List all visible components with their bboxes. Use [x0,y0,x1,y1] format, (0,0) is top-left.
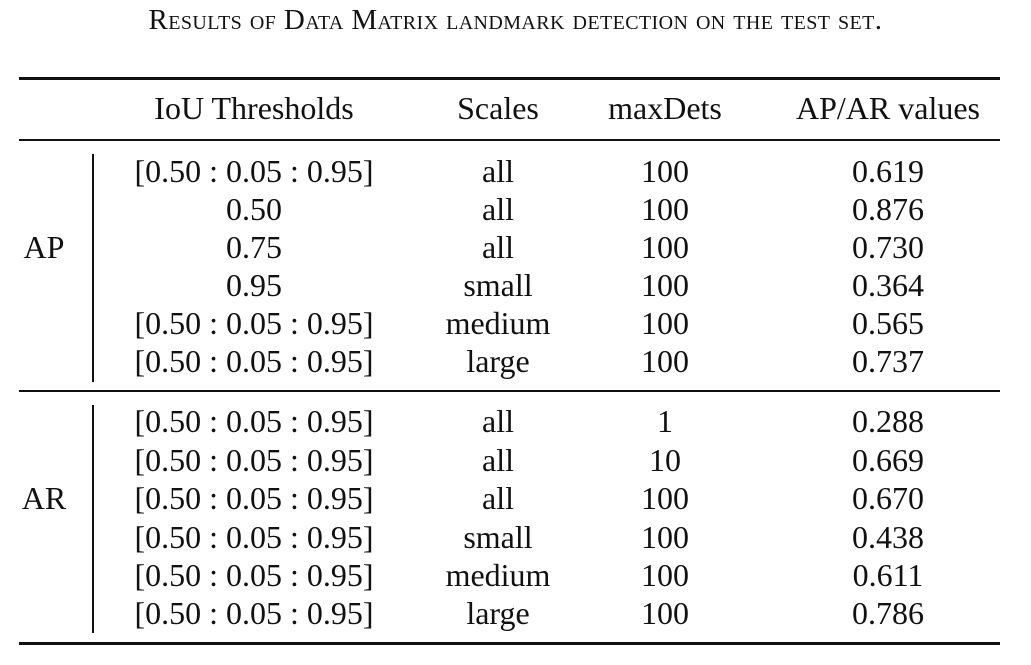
scale-cell: all [482,442,514,478]
group-separator-rule [19,390,1000,392]
scale-cell: all [482,403,514,439]
maxdets-cell: 100 [641,267,689,303]
scale-cell: all [482,191,514,227]
maxdets-cell: 100 [641,305,689,341]
value-cell: 0.876 [852,191,924,227]
iou-cell: 0.95 [226,267,282,303]
iou-cell: [0.50 : 0.05 : 0.95] [134,153,374,189]
ar-group-bracket [92,405,94,633]
scale-cell: medium [445,557,551,593]
caption-part-3: landmark detection on the test set. [446,4,883,36]
scale-cell: small [463,267,533,303]
scale-cell: small [463,519,533,555]
caption-part-2: Data Matrix [283,4,439,36]
ar-group-label: AR [21,480,67,516]
value-cell: 0.619 [852,153,924,189]
value-cell: 0.669 [852,442,924,478]
iou-cell: [0.50 : 0.05 : 0.95] [134,480,374,516]
scale-cell: medium [445,305,551,341]
iou-cell: [0.50 : 0.05 : 0.95] [134,442,374,478]
bottom-rule [19,642,1000,645]
value-cell: 0.737 [852,343,924,379]
iou-cell: [0.50 : 0.05 : 0.95] [134,305,374,341]
maxdets-cell: 100 [641,480,689,516]
maxdets-cell: 100 [641,557,689,593]
header-iou-thresholds: IoU Thresholds [154,90,354,126]
value-cell: 0.438 [852,519,924,555]
ap-group-label: AP [23,229,65,265]
value-cell: 0.730 [852,229,924,265]
value-cell: 0.670 [852,480,924,516]
maxdets-cell: 1 [657,403,673,439]
table-caption: Results of Data Matrix landmark detectio… [0,4,1031,37]
iou-cell: 0.50 [226,191,282,227]
maxdets-cell: 10 [649,442,681,478]
iou-cell: [0.50 : 0.05 : 0.95] [134,595,374,631]
iou-cell: [0.50 : 0.05 : 0.95] [134,343,374,379]
header-ap-ar-values: AP/AR values [796,90,980,126]
header-scales: Scales [457,90,539,126]
ap-group-bracket [92,154,94,382]
scale-cell: all [482,480,514,516]
iou-cell: [0.50 : 0.05 : 0.95] [134,557,374,593]
top-rule [19,77,1000,80]
iou-cell: 0.75 [226,229,282,265]
value-cell: 0.611 [852,557,924,593]
value-cell: 0.364 [852,267,924,303]
value-cell: 0.786 [852,595,924,631]
caption-part-1: Results of [148,4,277,36]
maxdets-cell: 100 [641,519,689,555]
header-rule [19,139,1000,141]
maxdets-cell: 100 [641,191,689,227]
value-cell: 0.288 [852,403,924,439]
scale-cell: large [466,595,530,631]
maxdets-cell: 100 [641,343,689,379]
iou-cell: [0.50 : 0.05 : 0.95] [134,403,374,439]
scale-cell: all [482,153,514,189]
header-maxdets: maxDets [608,90,722,126]
value-cell: 0.565 [852,305,924,341]
iou-cell: [0.50 : 0.05 : 0.95] [134,519,374,555]
scale-cell: all [482,229,514,265]
maxdets-cell: 100 [641,229,689,265]
maxdets-cell: 100 [641,153,689,189]
maxdets-cell: 100 [641,595,689,631]
scale-cell: large [466,343,530,379]
